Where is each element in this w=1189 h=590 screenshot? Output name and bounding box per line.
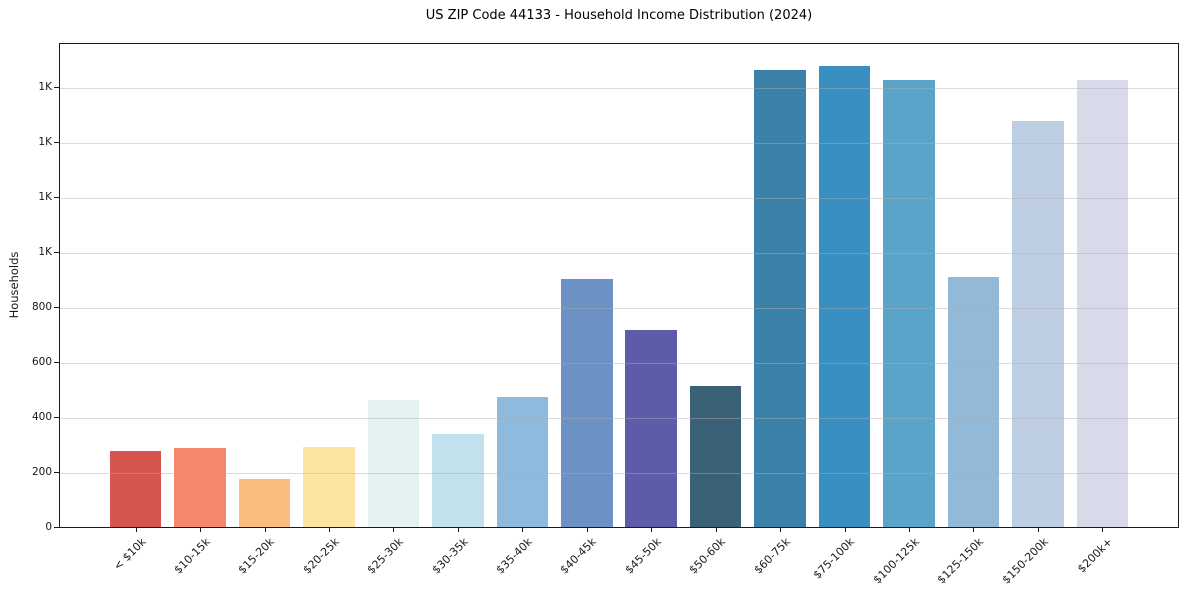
bar: [109, 451, 162, 527]
y-tick-mark: [54, 307, 59, 309]
x-tick-mark: [522, 528, 524, 532]
y-tick-label: 400: [31, 411, 52, 424]
x-tick-mark: [715, 528, 717, 532]
bar: [561, 279, 613, 527]
y-tick-label: 600: [31, 356, 52, 369]
x-tick-mark: [1037, 528, 1039, 532]
grid-line: [60, 418, 1178, 420]
y-tick-label: 1K: [38, 246, 52, 259]
x-tick-mark: [264, 528, 266, 532]
x-tick-mark: [1102, 528, 1104, 532]
y-tick-label: 0: [45, 521, 52, 533]
y-tick-mark: [54, 252, 59, 254]
bar: [883, 79, 935, 527]
x-tick-label: $20-25k: [300, 535, 342, 577]
x-tick-mark: [457, 528, 459, 532]
bar: [1076, 79, 1129, 527]
x-tick-label: $45-50k: [622, 535, 664, 577]
grid-line: [60, 308, 1178, 310]
x-tick-mark: [393, 528, 395, 532]
x-tick-label: $150-200k: [999, 535, 1051, 587]
x-tick-mark: [780, 528, 782, 532]
y-tick-label: 1K: [38, 191, 52, 204]
x-tick-mark: [200, 528, 202, 532]
x-tick-label: $200k+: [1074, 535, 1115, 576]
plot-area: [59, 43, 1179, 528]
grid-line: [60, 198, 1178, 200]
bar: [689, 386, 742, 527]
y-tick-mark: [54, 527, 59, 528]
x-tick-mark: [329, 528, 330, 532]
bar: [496, 397, 549, 527]
x-tick-label: $30-35k: [429, 535, 471, 577]
grid-line: [60, 253, 1178, 255]
bar: [432, 434, 484, 527]
x-tick-label: $15-20k: [235, 535, 278, 577]
x-tick-label: $125-150k: [934, 535, 986, 587]
x-tick-mark: [586, 528, 588, 532]
bar: [303, 447, 355, 527]
chart-title: US ZIP Code 44133 - Household Income Dis…: [425, 8, 813, 23]
x-tick-label: $10-15k: [171, 535, 213, 577]
x-tick-label: $40-45k: [558, 535, 600, 577]
x-tick-label: $25-30k: [364, 535, 406, 577]
x-tick-label: $35-40k: [493, 535, 535, 577]
grid-line: [60, 88, 1178, 90]
x-tick-label: < $10k: [110, 535, 149, 573]
y-tick-mark: [54, 362, 59, 364]
y-tick-label: 800: [31, 301, 52, 314]
x-tick-label: $50-60k: [686, 535, 729, 577]
x-tick-mark: [844, 528, 846, 532]
bar: [367, 400, 420, 527]
bar: [754, 69, 806, 527]
y-tick-mark: [54, 142, 59, 144]
bar: [947, 276, 1000, 527]
x-tick-label: $75-100k: [810, 535, 858, 582]
x-tick-label: $100-125k: [870, 535, 922, 587]
x-tick-mark: [135, 528, 137, 532]
x-tick-mark: [651, 528, 653, 532]
bar: [174, 447, 226, 527]
bar: [818, 65, 871, 527]
grid-line: [60, 363, 1178, 365]
y-tick-mark: [54, 417, 59, 419]
y-tick-mark: [54, 472, 59, 474]
bar: [625, 329, 677, 527]
y-tick-label: 1K: [38, 81, 52, 94]
y-tick-mark: [54, 87, 59, 89]
bar: [1012, 120, 1064, 527]
bar: [238, 479, 291, 527]
x-tick-label: $60-75k: [751, 535, 793, 577]
y-tick-label: 1K: [38, 136, 52, 149]
x-tick-mark: [908, 528, 910, 532]
grid-line: [60, 143, 1178, 145]
y-tick-label: 200: [31, 466, 52, 479]
grid-line: [60, 473, 1178, 475]
x-tick-mark: [973, 528, 975, 532]
y-tick-mark: [54, 197, 59, 199]
